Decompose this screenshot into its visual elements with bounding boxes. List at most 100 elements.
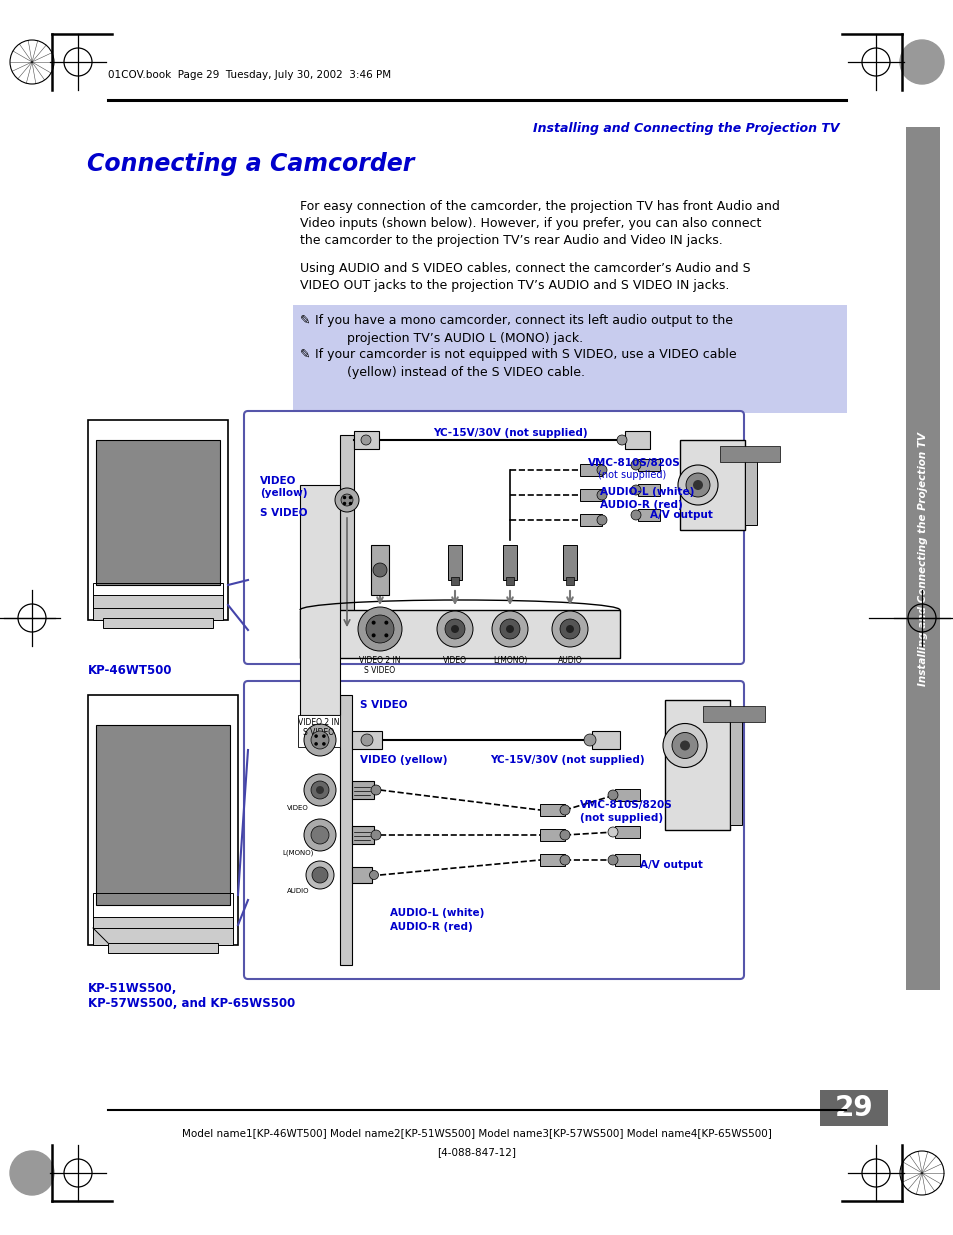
Bar — [299, 485, 339, 715]
FancyBboxPatch shape — [244, 411, 743, 664]
Bar — [92, 918, 233, 945]
Bar — [664, 700, 729, 830]
Circle shape — [565, 625, 574, 634]
Circle shape — [559, 855, 569, 864]
Text: A/V output: A/V output — [639, 860, 702, 869]
Circle shape — [685, 473, 709, 496]
Bar — [579, 514, 601, 526]
Bar — [352, 731, 381, 748]
Text: S VIDEO: S VIDEO — [260, 508, 307, 517]
Bar — [108, 944, 218, 953]
Bar — [615, 789, 639, 802]
Circle shape — [372, 621, 375, 625]
Circle shape — [371, 785, 380, 795]
Circle shape — [583, 734, 596, 746]
Bar — [592, 731, 619, 748]
Circle shape — [369, 871, 378, 879]
Circle shape — [436, 611, 473, 647]
Circle shape — [662, 724, 706, 767]
Text: KP-46WT500: KP-46WT500 — [88, 664, 172, 677]
Text: Model name1[KP-46WT500] Model name2[KP-51WS500] Model name3[KP-57WS500] Model na: Model name1[KP-46WT500] Model name2[KP-5… — [182, 1128, 771, 1137]
Text: VIDEO (yellow): VIDEO (yellow) — [359, 755, 447, 764]
Bar — [375, 577, 384, 585]
Circle shape — [306, 861, 334, 889]
Bar — [502, 545, 517, 580]
Bar — [615, 853, 639, 866]
Bar — [352, 826, 374, 844]
Text: 01COV.book  Page 29  Tuesday, July 30, 2002  3:46 PM: 01COV.book Page 29 Tuesday, July 30, 200… — [108, 70, 391, 80]
Text: VIDEO: VIDEO — [287, 805, 309, 811]
Bar — [339, 695, 352, 965]
Text: L(MONO): L(MONO) — [493, 656, 527, 664]
Bar — [293, 305, 846, 412]
Circle shape — [597, 466, 606, 475]
Bar — [505, 577, 514, 585]
Text: VIDEO 2 IN
S VIDEO: VIDEO 2 IN S VIDEO — [298, 718, 339, 737]
Circle shape — [597, 490, 606, 500]
Circle shape — [304, 774, 335, 806]
Text: [4-088-847-12]: [4-088-847-12] — [437, 1147, 516, 1157]
Circle shape — [304, 819, 335, 851]
Bar — [539, 829, 564, 841]
Text: ✎: ✎ — [299, 314, 310, 327]
Circle shape — [371, 830, 380, 840]
Circle shape — [499, 619, 519, 638]
Bar — [371, 545, 389, 595]
Circle shape — [10, 40, 54, 84]
Bar — [299, 610, 619, 658]
Bar — [679, 440, 744, 530]
Circle shape — [679, 741, 689, 751]
Circle shape — [630, 459, 640, 471]
Bar — [638, 459, 659, 471]
Circle shape — [304, 724, 335, 756]
Bar — [624, 431, 649, 450]
Bar — [88, 695, 237, 945]
Bar — [562, 545, 577, 580]
Text: KP-51WS500,
KP-57WS500, and KP-65WS500: KP-51WS500, KP-57WS500, and KP-65WS500 — [88, 982, 294, 1010]
Text: AUDIO-R (red): AUDIO-R (red) — [599, 500, 682, 510]
Circle shape — [552, 611, 587, 647]
Circle shape — [384, 621, 388, 625]
Text: YC-15V/30V (not supplied): YC-15V/30V (not supplied) — [433, 429, 587, 438]
Bar — [339, 435, 354, 645]
Bar — [820, 1091, 887, 1126]
Circle shape — [559, 830, 569, 840]
Text: VIDEO
(yellow): VIDEO (yellow) — [260, 475, 307, 498]
Circle shape — [899, 1151, 943, 1195]
Text: Using AUDIO and S VIDEO cables, connect the camcorder’s Audio and S
VIDEO OUT ja: Using AUDIO and S VIDEO cables, connect … — [299, 262, 750, 291]
Circle shape — [311, 781, 329, 799]
Circle shape — [451, 625, 458, 634]
Bar — [297, 715, 339, 747]
Bar — [579, 489, 601, 501]
Text: Installing and Connecting the Projection TV: Installing and Connecting the Projection… — [917, 431, 927, 685]
Text: AUDIO-L (white): AUDIO-L (white) — [390, 908, 484, 918]
Circle shape — [607, 790, 618, 800]
Circle shape — [505, 625, 514, 634]
Circle shape — [630, 485, 640, 495]
Bar — [744, 450, 757, 525]
Circle shape — [492, 611, 527, 647]
Circle shape — [335, 488, 358, 513]
Circle shape — [617, 435, 626, 445]
Text: If you have a mono camcorder, connect its left audio output to the
        proje: If you have a mono camcorder, connect it… — [314, 314, 732, 345]
Bar — [354, 431, 378, 450]
Bar — [702, 706, 764, 722]
Circle shape — [559, 619, 579, 638]
Circle shape — [373, 563, 387, 577]
Circle shape — [671, 732, 698, 758]
Circle shape — [311, 826, 329, 844]
Circle shape — [597, 515, 606, 525]
Bar — [720, 446, 780, 462]
Text: For easy connection of the camcorder, the projection TV has front Audio and
Vide: For easy connection of the camcorder, th… — [299, 200, 779, 247]
Text: S VIDEO: S VIDEO — [359, 700, 407, 710]
Bar — [539, 804, 564, 816]
Bar — [352, 781, 374, 799]
Circle shape — [312, 867, 328, 883]
Circle shape — [360, 435, 371, 445]
Circle shape — [360, 734, 373, 746]
Circle shape — [607, 855, 618, 864]
Text: AUDIO: AUDIO — [287, 888, 309, 894]
Circle shape — [357, 606, 401, 651]
Circle shape — [10, 1151, 54, 1195]
Bar — [565, 577, 574, 585]
